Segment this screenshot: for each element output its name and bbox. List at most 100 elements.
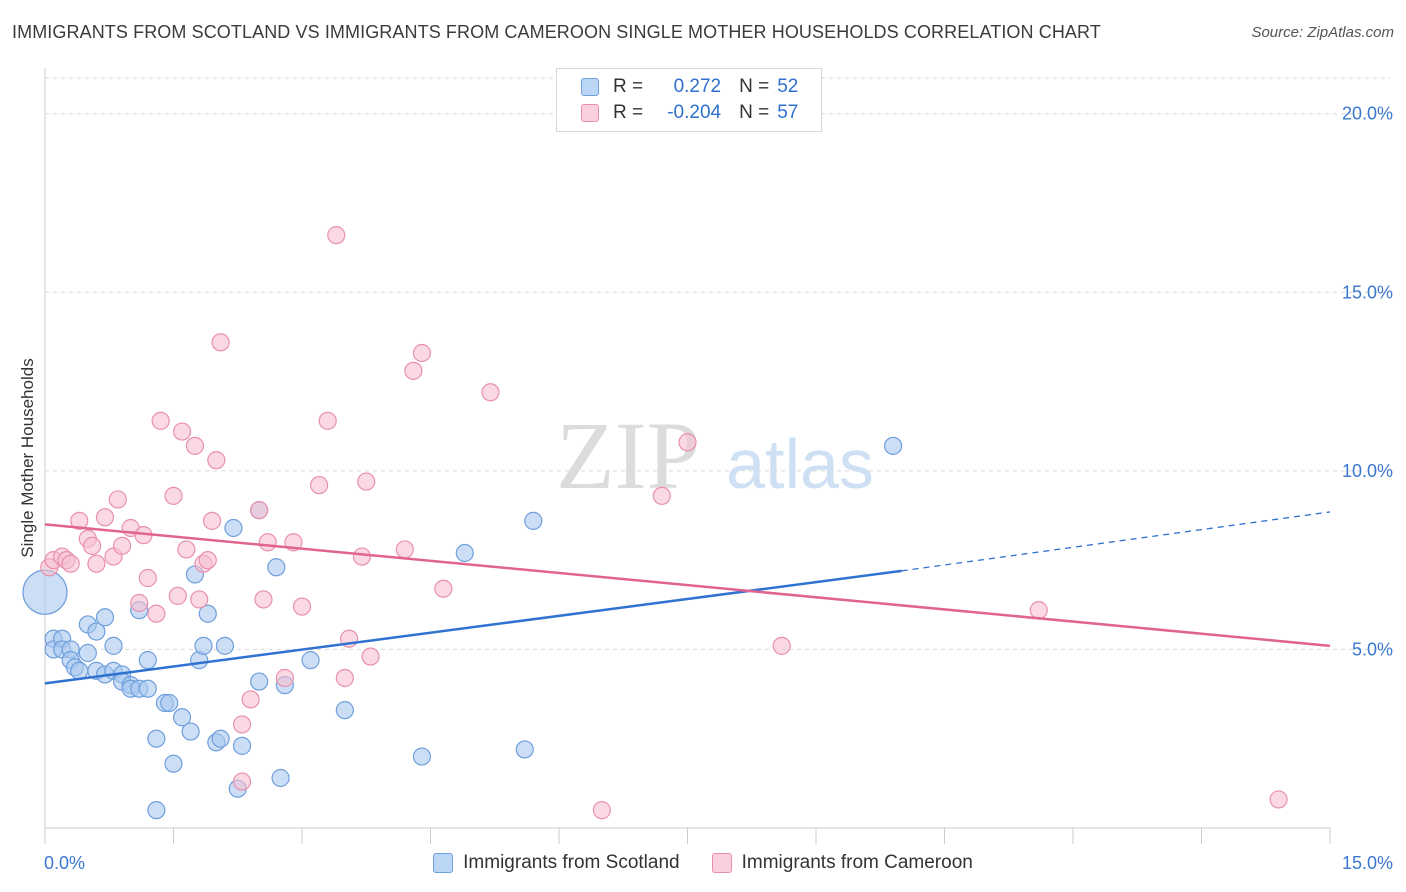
cameroon-point bbox=[481, 383, 500, 402]
scotland-point bbox=[160, 693, 179, 713]
scotland-n-label: N = bbox=[739, 76, 770, 97]
scotland-point bbox=[883, 436, 903, 455]
cameroon-point bbox=[352, 547, 372, 566]
scotland-point bbox=[138, 679, 157, 698]
y-axis-label: Single Mother Households bbox=[18, 358, 37, 558]
cameroon-point bbox=[327, 226, 346, 245]
cameroon-point bbox=[112, 536, 132, 555]
scotland-trend-line bbox=[44, 569, 902, 685]
source-label: Source: ZipAtlas.com bbox=[1251, 24, 1394, 41]
scotland-point bbox=[147, 729, 166, 748]
cameroon-point bbox=[241, 690, 260, 709]
scotland-point bbox=[224, 518, 243, 538]
legend-label-scotland: Immigrants from Scotland bbox=[463, 852, 680, 873]
scotland-point bbox=[172, 708, 192, 727]
legend-label-cameroon: Immigrants from Cameroon bbox=[741, 852, 973, 873]
legend-row-cameroon: R = -0.204 N = 57 bbox=[581, 101, 798, 125]
scotland-point bbox=[147, 801, 166, 820]
cameroon-point bbox=[318, 411, 337, 430]
cameroon-point bbox=[202, 511, 222, 530]
scotland-r-value: 0.272 bbox=[673, 76, 722, 97]
scotland-point bbox=[412, 747, 432, 766]
cameroon-point bbox=[592, 801, 611, 820]
cameroon-swatch bbox=[581, 104, 599, 122]
cameroon-point bbox=[198, 551, 217, 570]
cameroon-point bbox=[1029, 601, 1048, 620]
scotland-point bbox=[95, 608, 115, 627]
scotland-point bbox=[164, 754, 183, 773]
scotland-point bbox=[87, 622, 106, 641]
cameroon-r-value: -0.204 bbox=[667, 102, 722, 123]
cameroon-point bbox=[177, 540, 196, 559]
watermark-zip: ZIP bbox=[556, 402, 700, 509]
scotland-point bbox=[524, 511, 543, 530]
cameroon-point bbox=[83, 536, 102, 555]
scotland-point bbox=[198, 604, 217, 623]
cameroon-point bbox=[95, 508, 115, 527]
scotland-point bbox=[104, 636, 123, 655]
scotland-point bbox=[194, 636, 213, 655]
cameroon-point bbox=[172, 422, 192, 441]
series-legend: Immigrants from Scotland Immigrants from… bbox=[0, 852, 1406, 874]
cameroon-point bbox=[310, 476, 329, 495]
cameroon-trend-line bbox=[44, 523, 1331, 648]
grid-layer bbox=[44, 68, 1390, 844]
cameroon-point bbox=[190, 590, 209, 609]
cameroon-r-label: R = bbox=[613, 102, 644, 123]
scotland-point bbox=[335, 701, 354, 720]
cameroon-point bbox=[772, 636, 791, 655]
legend-swatch-cameroon bbox=[711, 853, 732, 873]
watermark: ZIP atlas bbox=[556, 402, 874, 509]
y-tick-label: 15.0% bbox=[1342, 282, 1393, 302]
cameroon-point bbox=[404, 361, 423, 380]
cameroon-point bbox=[275, 668, 294, 688]
y-tick-label: 5.0% bbox=[1352, 639, 1393, 659]
cameroon-point bbox=[211, 333, 230, 352]
scotland-point bbox=[301, 651, 320, 670]
cameroon-point bbox=[412, 343, 432, 363]
scotland-point bbox=[215, 636, 234, 655]
cameroon-point bbox=[250, 501, 269, 520]
y-tick-label: 10.0% bbox=[1342, 461, 1393, 481]
cameroon-point bbox=[61, 554, 80, 573]
x-tick-label: 0.0% bbox=[44, 853, 85, 873]
scotland-point bbox=[271, 768, 290, 788]
cameroon-n-label: N = bbox=[739, 102, 770, 123]
cameroon-point bbox=[395, 540, 414, 559]
scotland-r-label: R = bbox=[613, 76, 644, 97]
cameroon-point bbox=[232, 772, 252, 791]
scotland-point bbox=[515, 740, 534, 759]
cameroon-point bbox=[335, 668, 354, 688]
cameroon-point bbox=[232, 715, 252, 734]
x-tick-label: 15.0% bbox=[1342, 853, 1393, 873]
scotland-point bbox=[70, 661, 89, 680]
cameroon-point bbox=[108, 490, 127, 509]
cameroon-point bbox=[164, 486, 183, 505]
legend-item-cameroon: Immigrants from Cameroon bbox=[711, 852, 973, 874]
scotland-n-value: 52 bbox=[777, 76, 799, 97]
cameroon-point bbox=[207, 451, 226, 470]
scotland-trend-extension bbox=[901, 511, 1331, 572]
cameroon-point bbox=[357, 472, 376, 491]
scotland-point bbox=[267, 558, 286, 577]
cameroon-point bbox=[652, 486, 671, 505]
y-tick-label: 20.0% bbox=[1342, 104, 1393, 124]
points-layer bbox=[22, 226, 1288, 820]
cameroon-point bbox=[1269, 790, 1288, 809]
cameroon-point bbox=[70, 511, 89, 530]
cameroon-point bbox=[185, 436, 205, 455]
legend-row-scotland: R = 0.272 N = 52 bbox=[581, 75, 798, 99]
scotland-point bbox=[138, 651, 157, 670]
cameroon-point bbox=[361, 647, 380, 666]
cameroon-point bbox=[254, 590, 273, 609]
cameroon-point bbox=[258, 533, 277, 552]
scotland-point bbox=[250, 672, 269, 691]
cameroon-n-value: 57 bbox=[777, 102, 799, 123]
correlation-legend: R = 0.272 N = 52 R = -0.204 N = 57 bbox=[556, 68, 822, 132]
scotland-point bbox=[22, 569, 68, 615]
scotland-point bbox=[455, 543, 474, 563]
tick-labels-layer: 5.0% 10.0% 15.0% 20.0% 0.0% 15.0% bbox=[44, 104, 1393, 873]
legend-item-scotland: Immigrants from Scotland bbox=[433, 852, 680, 874]
cameroon-point bbox=[434, 579, 453, 598]
